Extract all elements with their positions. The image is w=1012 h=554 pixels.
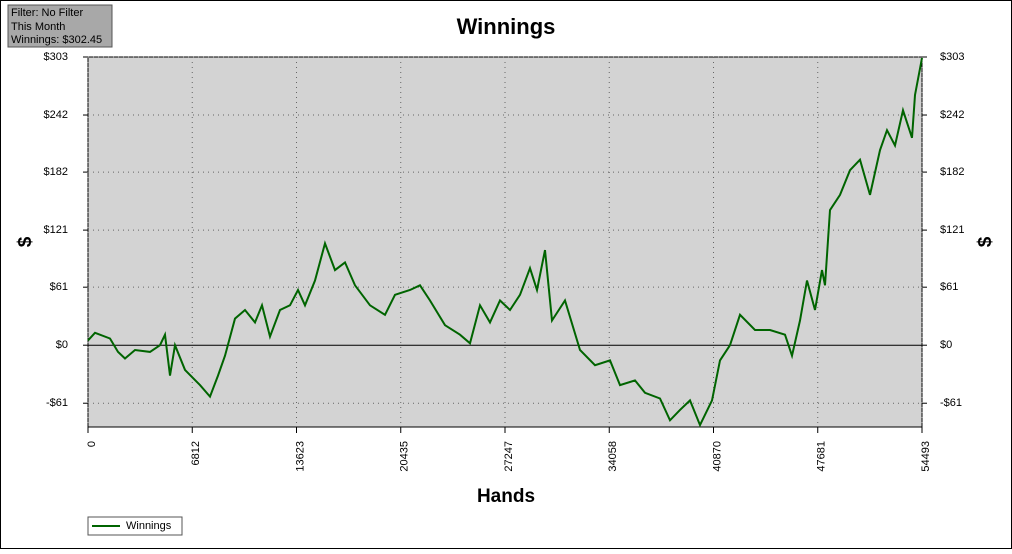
y2-tick-label: $303 — [940, 51, 964, 63]
series-line — [87, 57, 923, 428]
y-tick-label: $303 — [44, 51, 68, 63]
y2-tick-label: $61 — [940, 281, 958, 293]
y2-tick-label: -$61 — [940, 397, 962, 409]
x-tick-label: 6812 — [190, 441, 202, 465]
x-tick-label: 27247 — [503, 441, 515, 472]
x-tick-label: 47681 — [816, 441, 828, 472]
x-tick-label: 20435 — [399, 441, 411, 472]
y2-axis-label: $ — [975, 236, 996, 247]
y-tick-label: $0 — [56, 339, 68, 351]
y-tick-label: -$61 — [46, 397, 68, 409]
y2-tick-label: $121 — [940, 224, 964, 236]
y2-tick-label: $182 — [940, 166, 964, 178]
y-axis-label: $ — [15, 236, 36, 247]
x-tick-label: 40870 — [711, 441, 723, 472]
info-period: This Month — [11, 21, 65, 33]
y2-tick-label: $0 — [940, 339, 952, 351]
x-tick-label: 34058 — [607, 441, 619, 472]
x-tick-label: 54493 — [920, 441, 932, 472]
x-axis-label: Hands — [477, 486, 535, 507]
info-filter: Filter: No Filter — [11, 7, 83, 19]
chart-title: Winnings — [457, 14, 556, 39]
y-tick-label: $121 — [44, 224, 68, 236]
y2-tick-label: $242 — [940, 109, 964, 121]
x-tick-label: 0 — [86, 441, 98, 447]
y-tick-label: $182 — [44, 166, 68, 178]
legend-label: Winnings — [126, 520, 172, 532]
x-tick-label: 13623 — [294, 441, 306, 472]
y-tick-label: $242 — [44, 109, 68, 121]
info-box — [7, 4, 113, 48]
y-tick-label: $61 — [50, 281, 68, 293]
info-winnings: Winnings: $302.45 — [11, 34, 102, 46]
legend — [87, 516, 183, 536]
